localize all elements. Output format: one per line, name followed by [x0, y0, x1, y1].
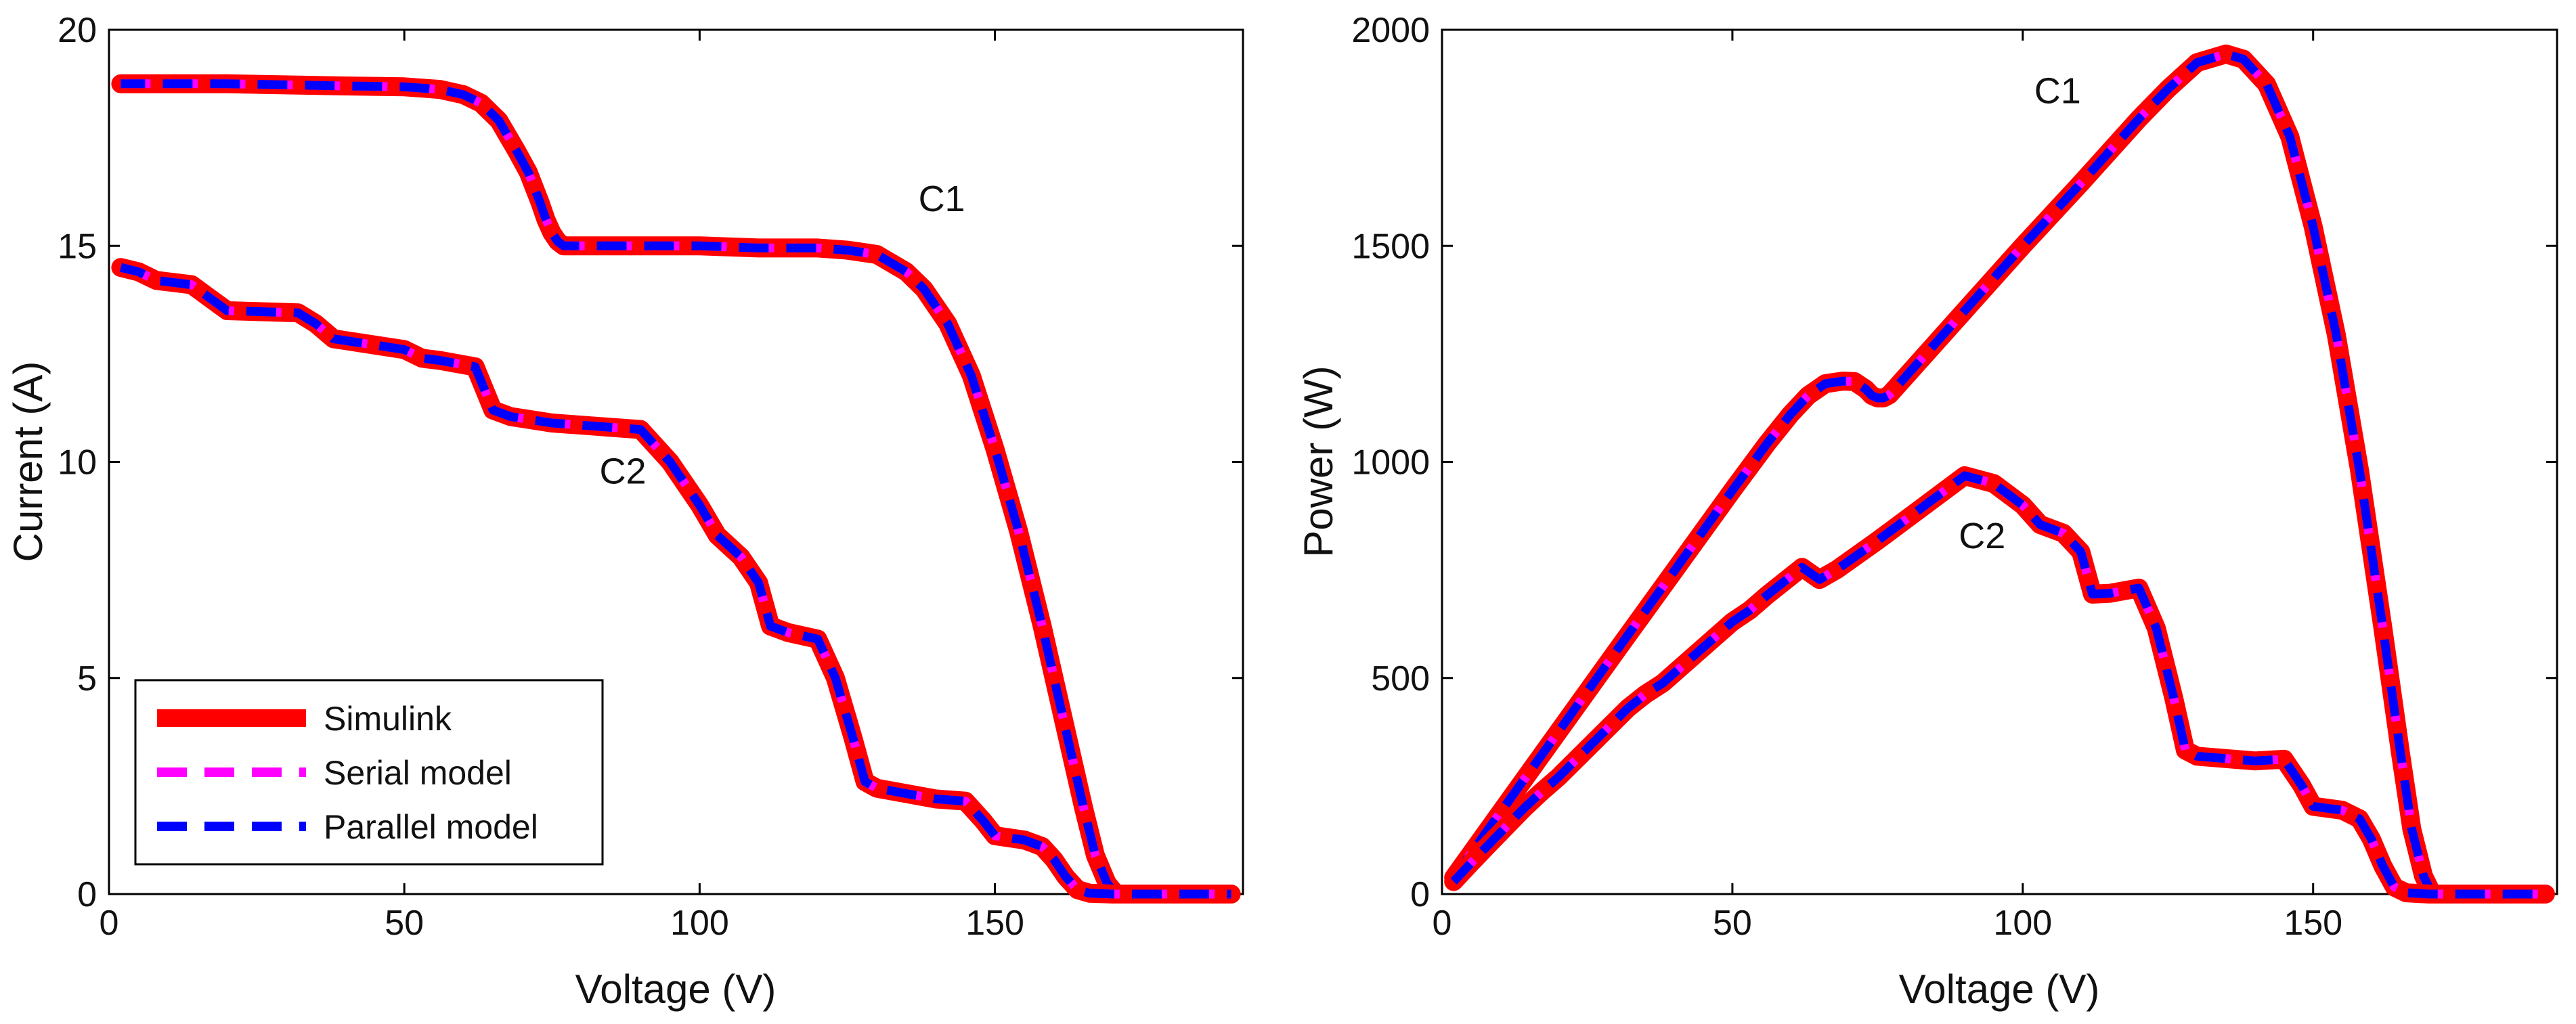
- current-y-tick-label: 15: [58, 227, 97, 266]
- power-series-layer: [1444, 44, 2555, 904]
- power-c2-parallel-line: [1450, 471, 2546, 899]
- current-voltage-panel: 0 50 100 150 0 5 10 15 20 C1 C2 Voltage (V) Curr…: [5, 11, 1244, 1012]
- power-curve-label-c1: C1: [2034, 71, 2081, 112]
- power-x-tick-label: 150: [2284, 904, 2342, 943]
- current-curve-label-c2: C2: [599, 451, 646, 491]
- power-plot-frame: [1441, 28, 2558, 895]
- power-x-ticks: 0 50 100 150: [1433, 30, 2342, 943]
- current-x-tick-label: 150: [965, 904, 1024, 943]
- power-y-tick-label: 2000: [1351, 11, 1430, 50]
- current-y-axis-label: Current (A): [5, 361, 51, 562]
- power-y-tick-label: 1500: [1351, 227, 1430, 266]
- current-series-layer: [111, 74, 1241, 904]
- current-y-tick-label: 5: [77, 659, 97, 698]
- power-x-axis-label: Voltage (V): [1899, 966, 2100, 1012]
- power-curve-label-c2: C2: [1959, 516, 2005, 556]
- power-y-ticks: 0 500 1000 1500 2000: [1351, 11, 2557, 914]
- power-voltage-panel: 0 50 100 150 0 500 1000 1500 2000 C1 C2 Voltage …: [1296, 11, 2558, 1012]
- power-y-tick-label: 500: [1371, 659, 1430, 698]
- legend: Simulink Serial model Parallel model: [134, 679, 604, 866]
- power-x-tick-label: 0: [1433, 904, 1452, 943]
- current-curve-label-c1: C1: [919, 179, 965, 219]
- current-c2-parallel-line: [119, 263, 1231, 899]
- current-c1-parallel-line: [121, 79, 1231, 899]
- power-y-axis-label: Power (W): [1296, 365, 1341, 557]
- current-y-tick-label: 0: [77, 875, 97, 914]
- current-y-tick-label: 10: [58, 443, 97, 483]
- current-x-axis-label: Voltage (V): [575, 966, 777, 1012]
- current-x-tick-label: 100: [670, 904, 729, 943]
- legend-parallel-label: Parallel model: [324, 808, 538, 846]
- legend-serial-label: Serial model: [324, 754, 512, 792]
- current-y-tick-label: 20: [58, 11, 97, 50]
- current-x-tick-label: 50: [385, 904, 424, 943]
- legend-simulink-label: Simulink: [324, 700, 452, 738]
- power-c1-parallel-line: [1449, 49, 2546, 899]
- current-y-ticks: 0 5 10 15 20: [58, 11, 1243, 914]
- current-x-ticks: 0 50 100 150: [100, 30, 1024, 943]
- power-annotations: C1 C2: [1959, 71, 2081, 557]
- power-x-tick-label: 100: [1993, 904, 2052, 943]
- current-annotations: C1 C2: [599, 179, 965, 491]
- current-x-tick-label: 0: [100, 904, 119, 943]
- power-y-tick-label: 0: [1410, 875, 1430, 914]
- power-x-tick-label: 50: [1713, 904, 1752, 943]
- power-y-tick-label: 1000: [1351, 443, 1430, 483]
